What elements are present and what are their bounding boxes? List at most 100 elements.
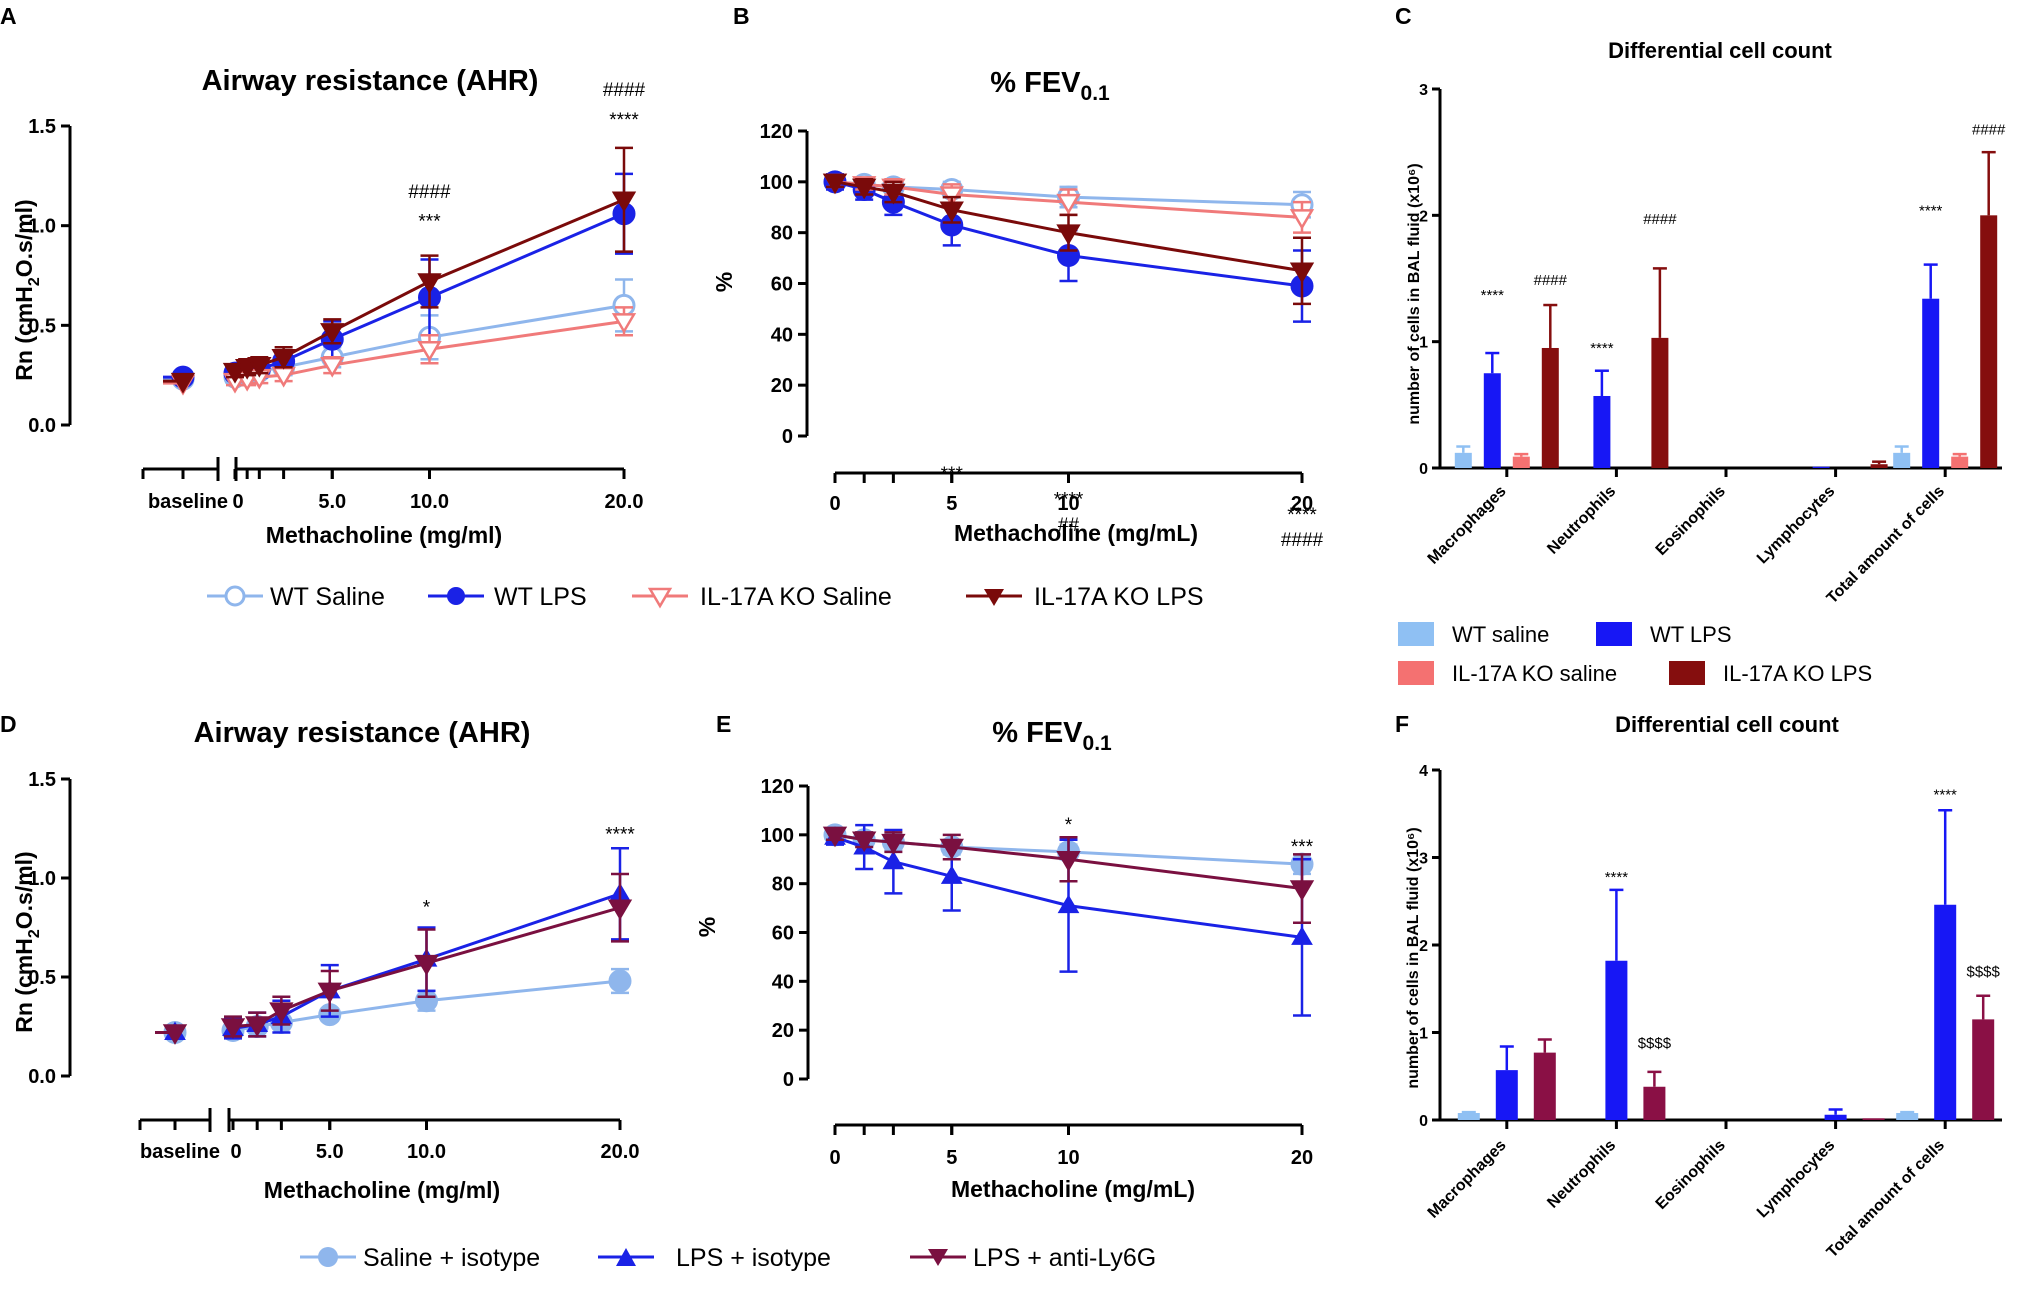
legend-swatch <box>1398 622 1434 646</box>
panel-e-xlabel: Methacholine (mg/mL) <box>951 1176 1195 1202</box>
series-il-17a-ko-lps <box>163 146 637 394</box>
data-point <box>1289 209 1315 230</box>
significance-label: **** <box>1590 340 1614 357</box>
significance-label: #### <box>1972 121 2006 138</box>
significance-label: * <box>423 898 431 919</box>
x-tick-label: Total amount of cells <box>1824 483 1948 607</box>
y-tick-label: 0.5 <box>28 967 56 989</box>
data-point <box>320 323 345 344</box>
legend-marker <box>447 587 465 605</box>
y-tick-label: 2 <box>1419 938 1428 955</box>
bar <box>1812 466 1830 468</box>
legend-de: Saline + isotype LPS + isotype LPS + ant… <box>300 1244 1156 1272</box>
data-point <box>247 356 272 378</box>
x-tick-label: 5.0 <box>318 491 346 513</box>
panel-letter-a: A <box>0 3 17 29</box>
y-tick-label: 40 <box>771 324 793 346</box>
x-tick-label: 10 <box>1057 1147 1079 1169</box>
y-tick-label: 40 <box>772 971 794 993</box>
x-tick-label-baseline: baseline <box>148 491 228 513</box>
legend-marker <box>318 1247 338 1267</box>
x-tick-label: Lymphocytes <box>1754 1137 1839 1222</box>
significance-label: **** <box>1481 287 1505 304</box>
significance-label: **** <box>1934 787 1958 804</box>
legend-c: WT saline WT LPS IL-17A KO saline IL-17A… <box>1398 622 1872 686</box>
y-tick-label: 2 <box>1419 208 1428 225</box>
bar <box>1980 215 1998 468</box>
data-point <box>320 356 345 378</box>
legend-label-wt-saline: WT Saline <box>270 583 385 611</box>
legend-label: IL-17A KO saline <box>1452 661 1617 686</box>
data-point <box>417 273 442 294</box>
data-point <box>1056 224 1081 246</box>
significance-label: **** <box>1605 869 1629 886</box>
series-il-17a-ko-lps <box>822 173 1315 306</box>
x-tick-label-baseline: baseline <box>140 1141 220 1163</box>
x-tick-label: 0 <box>829 493 840 515</box>
significance-label: *** <box>1291 837 1314 858</box>
y-tick-label: 3 <box>1419 82 1428 99</box>
data-point <box>822 826 848 848</box>
panel-letter-b: B <box>733 3 750 29</box>
y-tick-label: 0.5 <box>28 315 56 337</box>
legend-label-saline-isotype: Saline + isotype <box>363 1244 540 1272</box>
legend-label-lps-anti-ly6g: LPS + anti-Ly6G <box>973 1244 1156 1272</box>
significance-label: *** <box>941 464 964 485</box>
legend-marker <box>224 585 246 607</box>
data-point <box>939 201 964 223</box>
bar <box>1483 373 1501 468</box>
panel-a-plot: 0.0 0.5 1.0 1.5 baseline 0 5.0 10.0 20.0 #### *** #… <box>28 80 645 513</box>
data-point <box>222 362 248 384</box>
y-tick-label: 0 <box>782 426 793 448</box>
data-point <box>852 831 877 853</box>
significance-label: #### <box>1534 272 1568 289</box>
data-point <box>882 850 905 870</box>
y-tick-label: 0 <box>1419 461 1428 478</box>
significance-label: **** <box>1054 490 1084 511</box>
legend-item-lps-isotype: LPS + isotype <box>598 1244 831 1272</box>
panel-letter-f: F <box>1395 711 1409 737</box>
y-tick-label: 1.0 <box>28 868 56 890</box>
legend-label-wt-lps: WT LPS <box>494 583 587 611</box>
bar <box>1457 1113 1480 1120</box>
data-point <box>269 1002 294 1024</box>
significance-label: #### <box>603 80 646 101</box>
bar <box>1824 1114 1847 1120</box>
panel-b-title: % FEV0.1 <box>990 67 1110 105</box>
panel-d-title: Airway resistance (AHR) <box>194 717 531 749</box>
y-tick-label: 20 <box>771 375 793 397</box>
y-tick-label: 80 <box>771 223 793 245</box>
x-tick-label: 10.0 <box>407 1141 446 1163</box>
data-point <box>1291 926 1313 945</box>
bar <box>1893 452 1911 468</box>
panel-letter-d: D <box>0 711 17 737</box>
data-point <box>417 341 442 362</box>
x-tick-label: Macrophages <box>1425 483 1510 568</box>
panel-a-title: Airway resistance (AHR) <box>202 65 539 97</box>
y-tick-label: 0.0 <box>28 1066 56 1088</box>
legend-label-ko-saline: IL-17A KO Saline <box>700 583 892 611</box>
x-tick-label: 0 <box>232 491 243 513</box>
legend-swatch <box>1669 661 1705 685</box>
y-tick-label: 3 <box>1419 851 1428 868</box>
panel-letter-e: E <box>716 711 731 737</box>
bar <box>1454 452 1472 468</box>
y-tick-label: 100 <box>760 172 793 194</box>
y-tick-label: 1 <box>1419 1026 1428 1043</box>
bar <box>1643 1086 1666 1120</box>
legend-swatch <box>1398 661 1434 685</box>
panel-c-title: Differential cell count <box>1608 38 1832 63</box>
bar <box>1651 337 1669 468</box>
data-point <box>607 899 633 921</box>
significance-label: **** <box>1287 505 1317 526</box>
significance-label: #### <box>1643 211 1677 228</box>
significance-label: *** <box>418 212 441 233</box>
y-tick-label: 0 <box>783 1069 794 1091</box>
legend-label-ko-lps: IL-17A KO LPS <box>1034 583 1204 611</box>
data-point-baseline <box>162 1024 188 1045</box>
